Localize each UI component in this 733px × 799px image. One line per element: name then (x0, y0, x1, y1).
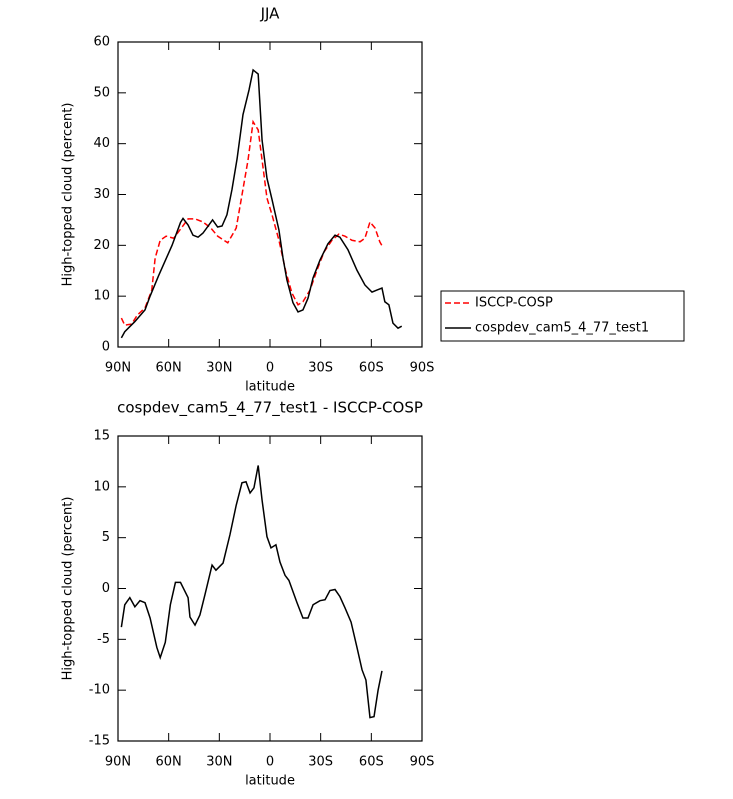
x-tick-label: 0 (266, 755, 274, 770)
y-tick-label: 5 (102, 530, 110, 545)
y-tick-label: -10 (89, 683, 110, 698)
y-tick-label: 20 (93, 238, 110, 253)
y-tick-label: 60 (93, 35, 110, 50)
x-tick-label: 60N (156, 755, 182, 770)
data-line (120, 68, 403, 339)
x-tick-label: 0 (266, 361, 274, 376)
y-tick-label: 0 (102, 581, 110, 596)
y-tick-label: 15 (93, 429, 110, 444)
legend-box (440, 290, 685, 342)
x-tick-label: 90S (410, 361, 435, 376)
y-axis-label: High-topped cloud (percent) (61, 497, 76, 681)
y-tick-label: -15 (89, 734, 110, 749)
x-tick-label: 30S (308, 361, 333, 376)
y-tick-label: 10 (93, 289, 110, 304)
y-tick-label: -5 (97, 632, 110, 647)
x-axis-label: latitude (245, 380, 295, 395)
x-tick-label: 90N (105, 361, 131, 376)
x-tick-label: 30N (206, 361, 232, 376)
data-line (120, 465, 383, 719)
y-tick-label: 40 (93, 136, 110, 151)
plot-frame (117, 41, 423, 348)
legend-label: ISCCP-COSP (475, 296, 553, 311)
y-tick-label: 30 (93, 187, 110, 202)
y-tick-label: 10 (93, 479, 110, 494)
x-tick-label: 30S (308, 755, 333, 770)
data-line (120, 119, 384, 326)
x-tick-label: 60N (156, 361, 182, 376)
x-tick-label: 90S (410, 755, 435, 770)
x-tick-label: 30N (206, 755, 232, 770)
y-tick-label: 0 (102, 340, 110, 355)
legend-label: cospdev_cam5_4_77_test1 (475, 321, 649, 336)
chart-title: JJA (260, 5, 281, 23)
x-tick-label: 90N (105, 755, 131, 770)
chart-title: cospdev_cam5_4_77_test1 - ISCCP-COSP (117, 399, 423, 418)
y-tick-label: 50 (93, 85, 110, 100)
plot-frame (117, 435, 423, 742)
x-tick-label: 60S (359, 361, 384, 376)
x-axis-label: latitude (245, 774, 295, 789)
y-axis-label: High-topped cloud (percent) (61, 103, 76, 287)
x-tick-label: 60S (359, 755, 384, 770)
